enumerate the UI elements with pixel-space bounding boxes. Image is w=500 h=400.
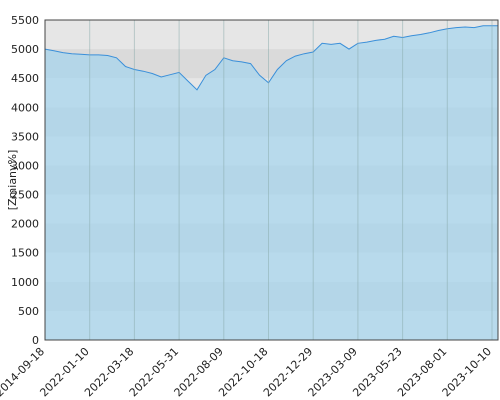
y-tick-label: 4000 <box>11 101 39 114</box>
y-tick-label: 1500 <box>11 247 39 260</box>
plot-border <box>44 19 499 341</box>
y-tick-label: 0 <box>32 334 39 347</box>
area-line <box>44 25 498 91</box>
area-fill <box>45 25 498 341</box>
y-tick-label: 5500 <box>11 14 39 27</box>
y-tick-label: 3000 <box>11 159 39 172</box>
y-tick-label: 5000 <box>11 43 39 56</box>
y-tick-label: 2000 <box>11 218 39 231</box>
y-axis-label: [Zmiany%] <box>6 150 19 211</box>
y-tick-label: 1000 <box>11 276 39 289</box>
y-tick-label: 2500 <box>11 189 39 202</box>
y-tick-label: 4500 <box>11 72 39 85</box>
y-tick-label: 500 <box>18 305 39 318</box>
y-tick-label: 3500 <box>11 130 39 143</box>
